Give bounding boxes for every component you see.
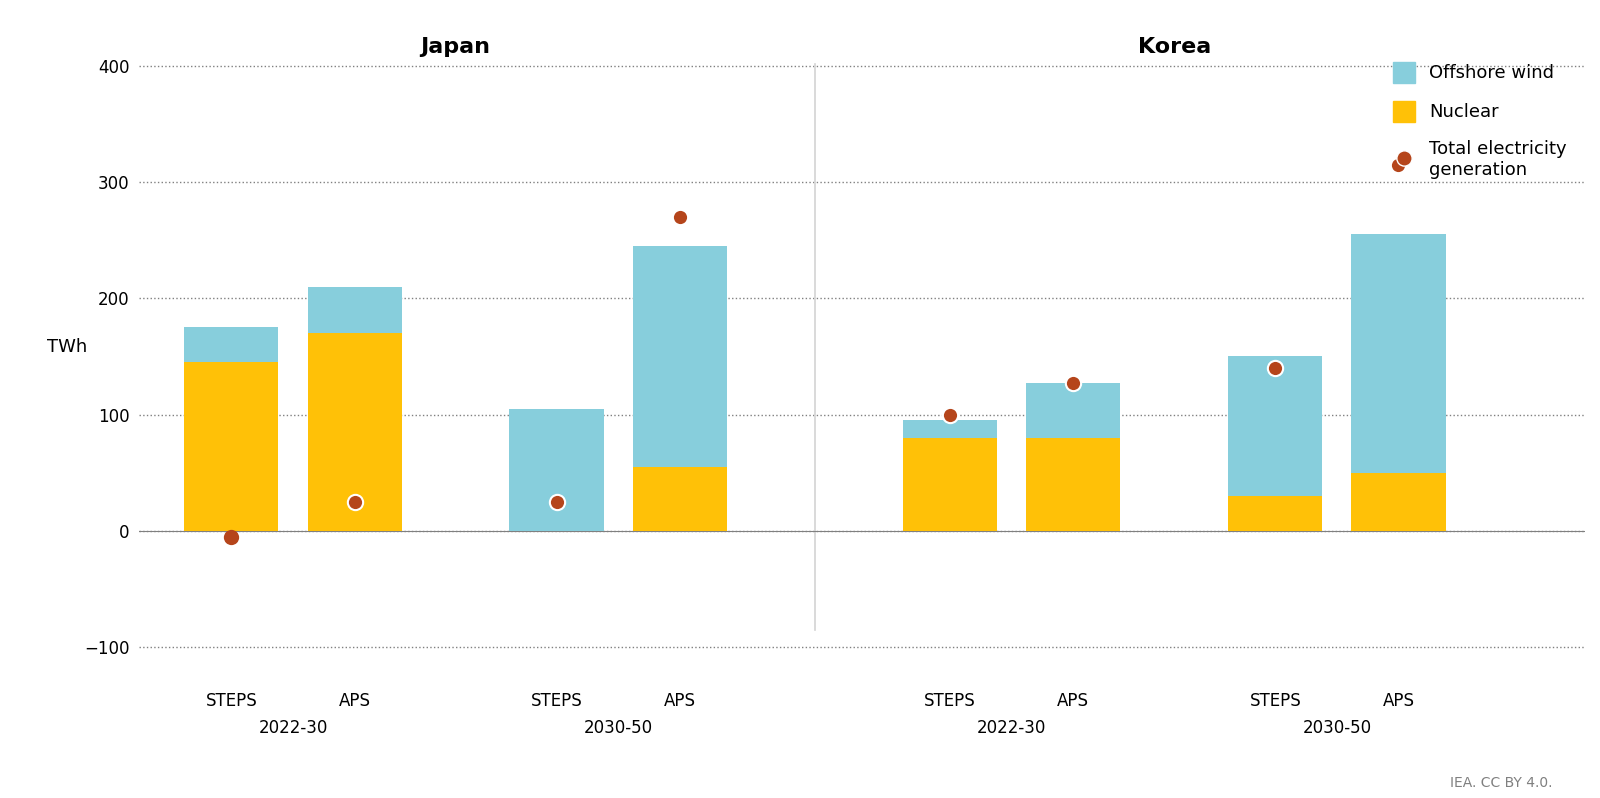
Bar	[1352, 235, 1445, 472]
Bar	[1229, 357, 1322, 496]
Legend: Offshore wind, Nuclear, Total electricity
generation: Offshore wind, Nuclear, Total electricit…	[1384, 53, 1576, 188]
Text: 2022-30: 2022-30	[258, 719, 328, 737]
Bar	[632, 467, 726, 531]
Bar	[902, 421, 997, 438]
Y-axis label: TWh: TWh	[46, 338, 88, 357]
Text: Korea: Korea	[1138, 37, 1211, 57]
Bar	[307, 334, 402, 531]
Text: 2030-50: 2030-50	[584, 719, 653, 737]
Bar	[1026, 383, 1120, 438]
Text: Japan: Japan	[421, 37, 491, 57]
Bar	[1352, 472, 1445, 531]
Text: 2022-30: 2022-30	[978, 719, 1046, 737]
Bar	[307, 286, 402, 334]
Bar	[184, 327, 278, 362]
Bar	[509, 409, 603, 531]
Text: IEA. CC BY 4.0.: IEA. CC BY 4.0.	[1450, 776, 1552, 790]
Text: 2030-50: 2030-50	[1302, 719, 1371, 737]
Bar	[632, 246, 726, 467]
Bar	[902, 438, 997, 531]
Bar	[1229, 496, 1322, 531]
Bar	[1026, 438, 1120, 531]
Bar	[184, 362, 278, 531]
